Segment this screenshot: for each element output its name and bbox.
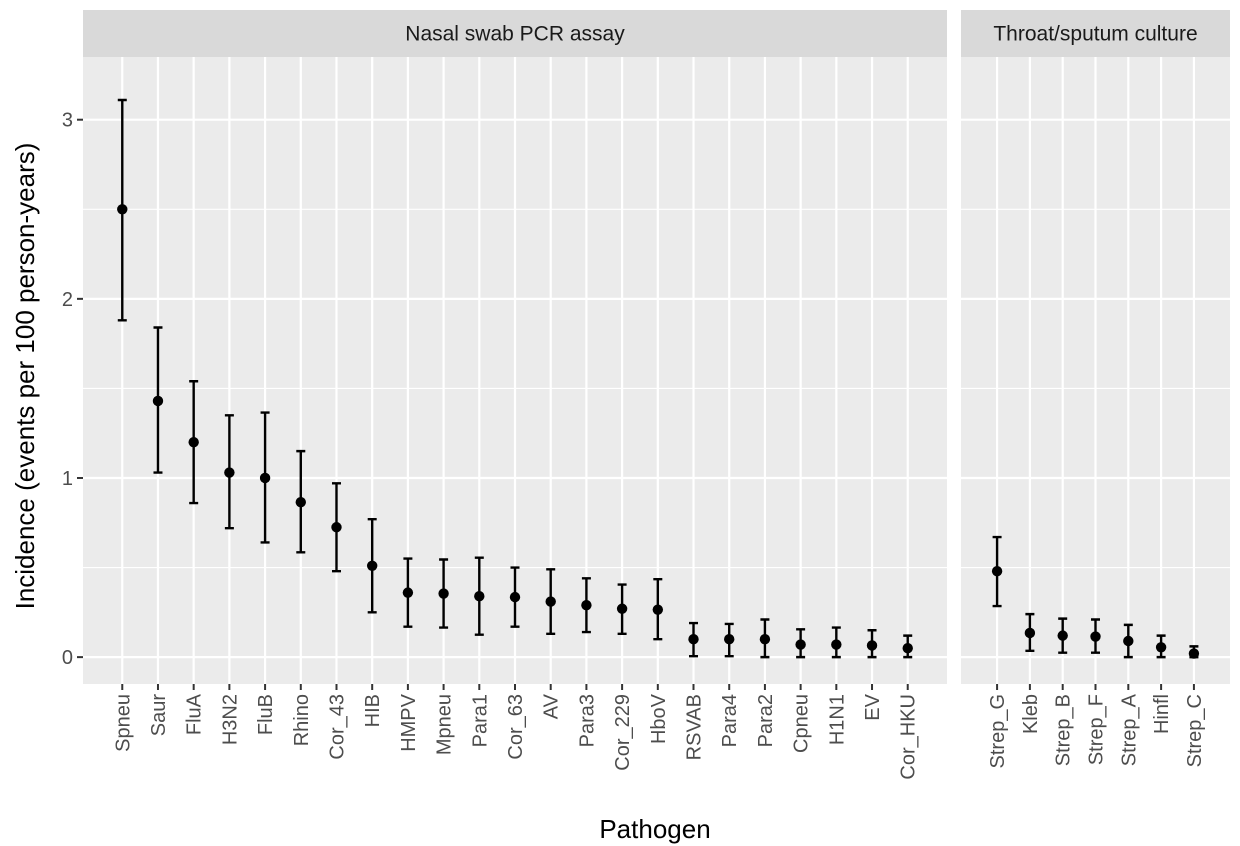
x-tick-label: EV <box>862 693 884 720</box>
data-point <box>616 603 628 614</box>
data-point <box>1188 648 1200 659</box>
data-point <box>366 560 378 571</box>
y-tick-label: 1 <box>62 468 73 490</box>
x-tick-label: Mpneu <box>434 694 456 755</box>
x-tick-label: Strep_G <box>987 694 1009 768</box>
data-point <box>795 639 806 650</box>
x-tick-label: Cor_63 <box>505 694 527 760</box>
x-tick-label: FluB <box>255 694 277 735</box>
x-tick-label: Spneu <box>112 694 134 752</box>
data-point <box>331 522 342 533</box>
x-axis-title: Pathogen <box>599 814 710 844</box>
y-axis-title: Incidence (events per 100 person-years) <box>10 143 40 610</box>
x-tick-label: Para1 <box>469 694 491 747</box>
data-point <box>509 591 521 603</box>
data-point <box>295 496 306 508</box>
x-tick-label: Rhino <box>291 694 313 746</box>
x-tick-label: Kleb <box>1020 694 1042 734</box>
y-axis: 0 1 2 3 <box>62 110 83 669</box>
x-tick-label: Para2 <box>755 694 777 747</box>
x-tick-label: HIB <box>362 694 384 727</box>
y-tick-label: 3 <box>62 110 73 132</box>
x-tick-label: FluA <box>184 693 206 735</box>
facet-strip <box>961 10 1230 57</box>
facet-title: Throat/sputum culture <box>993 23 1197 46</box>
data-point <box>188 436 199 448</box>
data-point <box>991 565 1003 577</box>
x-tick-label: Cor_229 <box>612 694 634 771</box>
x-tick-label: Cor_HKU <box>898 694 920 780</box>
x-tick-label: Strep_C <box>1184 694 1206 767</box>
data-point <box>902 642 913 654</box>
data-point <box>224 467 235 478</box>
x-tick-label: Strep_F <box>1086 694 1108 765</box>
data-marks <box>117 98 913 659</box>
x-tick-label: Cor_43 <box>326 694 348 760</box>
data-point <box>652 604 664 615</box>
x-tick-label: Para4 <box>719 694 741 747</box>
data-point <box>402 587 414 598</box>
facet-panel: Throat/sputum culture Strep_G Kleb Strep_B S… <box>961 10 1230 768</box>
data-point <box>1123 635 1134 647</box>
data-point <box>259 472 271 484</box>
facet-strip <box>83 10 947 57</box>
data-point <box>866 640 878 651</box>
x-tick-label: H3N2 <box>219 694 241 745</box>
facet-panels: Nasal swab PCR assay Spneu Saur FluA H3N2 Flu… <box>83 10 1230 780</box>
data-point <box>759 634 771 645</box>
data-point <box>1155 642 1167 653</box>
x-tick-label: RSVAB <box>684 694 706 760</box>
x-tick-label: H1N1 <box>826 694 848 745</box>
data-point <box>1090 631 1101 642</box>
x-tick-label: AV <box>541 693 563 719</box>
data-point <box>581 599 592 611</box>
data-point <box>474 591 485 602</box>
x-tick-label: Para3 <box>576 694 598 747</box>
x-tick-label: Strep_A <box>1118 693 1140 766</box>
x-tick-label: Hinfl <box>1151 694 1173 734</box>
data-point <box>545 596 556 607</box>
data-point <box>152 395 164 407</box>
data-point <box>724 634 735 645</box>
data-marks <box>991 535 1200 659</box>
y-tick-label: 0 <box>62 647 73 669</box>
data-point <box>688 634 699 645</box>
data-point <box>1057 630 1068 641</box>
x-tick-label: HMPV <box>398 693 420 751</box>
data-point <box>1024 627 1036 639</box>
data-point <box>831 639 842 650</box>
facet-title: Nasal swab PCR assay <box>405 23 625 46</box>
x-tick-label: Saur <box>148 694 170 737</box>
x-tick-label: HboV <box>648 693 670 744</box>
x-tick-label: Strep_B <box>1053 694 1075 766</box>
data-point <box>438 588 449 599</box>
data-point <box>117 204 128 215</box>
facet-panel: Nasal swab PCR assay Spneu Saur FluA H3N2 Flu… <box>83 10 947 780</box>
x-tick-label: Cpneu <box>791 694 813 753</box>
y-tick-label: 2 <box>62 289 73 311</box>
